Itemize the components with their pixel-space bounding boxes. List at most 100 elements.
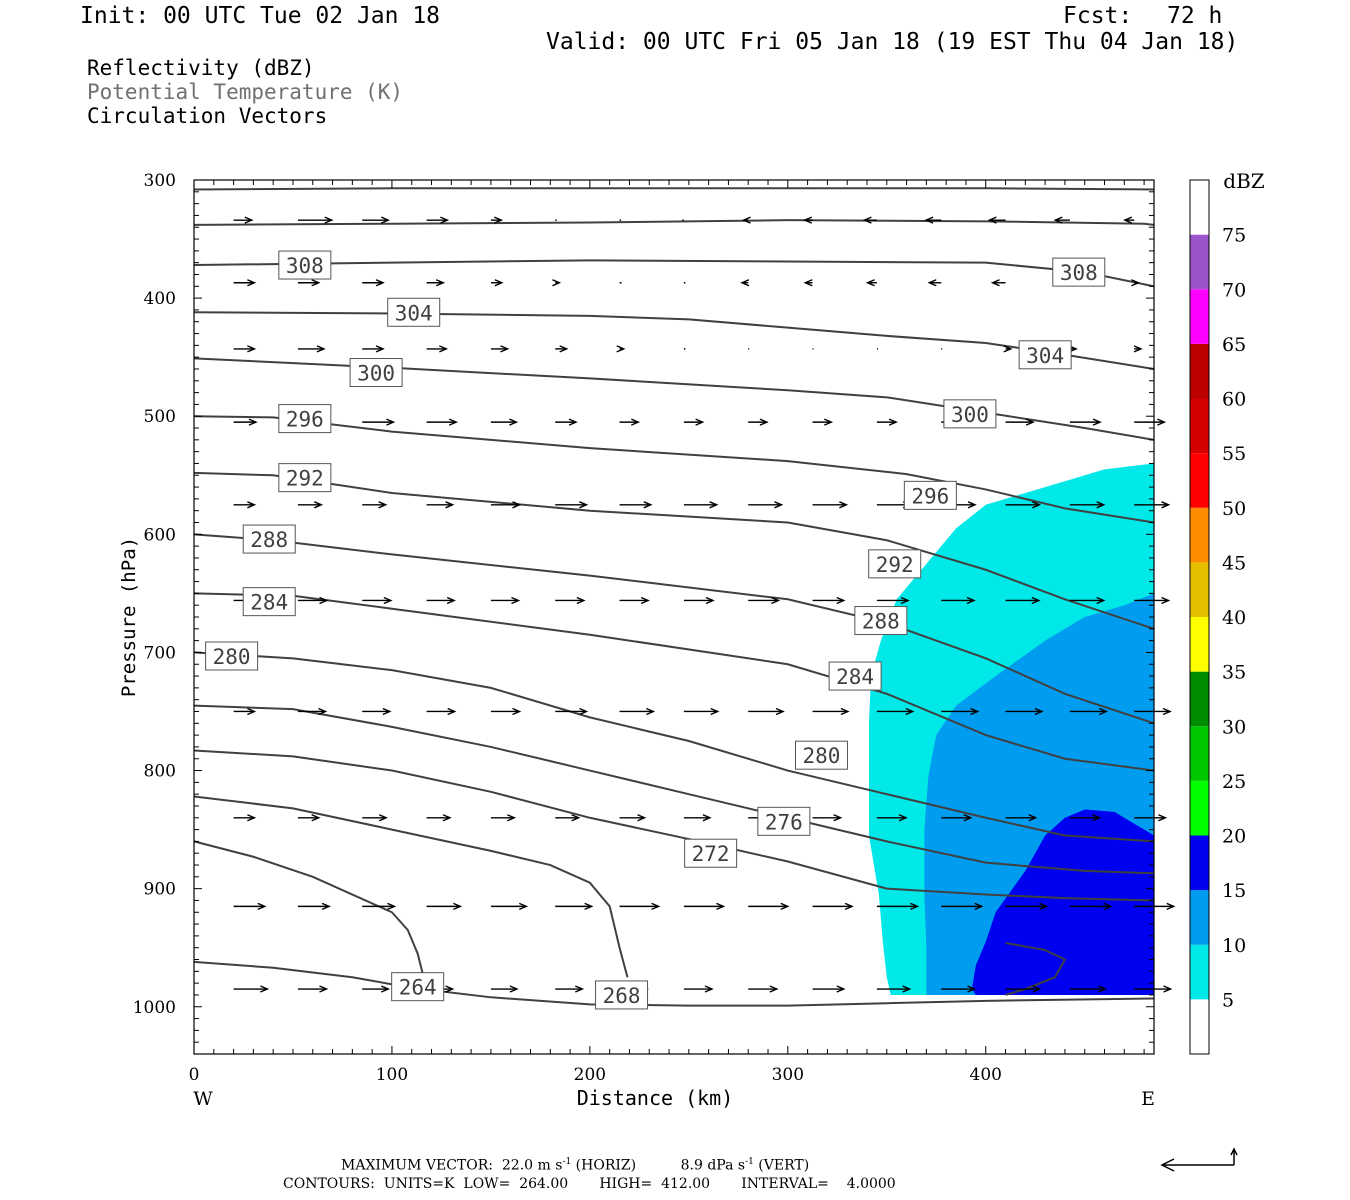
contour-label: 272: [684, 838, 738, 868]
colorbar-label: 65: [1222, 334, 1246, 356]
theta-contour-280: [193, 651, 1155, 843]
contour-label: 304: [1018, 340, 1072, 370]
contour-label-text: 300: [357, 362, 395, 386]
horiz-exponent: -1: [562, 1157, 572, 1167]
contour-label: 292: [278, 463, 332, 493]
colorbar-swatch: [1190, 507, 1209, 563]
y-tick-label: 1000: [133, 998, 176, 1018]
contours-info: CONTOURS: UNITS=K LOW= 264.00 HIGH= 412.…: [283, 1176, 896, 1192]
colorbar-label: 10: [1222, 935, 1246, 957]
colorbar-label: 40: [1222, 607, 1246, 629]
circulation-vector: [941, 902, 984, 911]
circulation-vector: [876, 814, 908, 822]
circulation-vector: [426, 216, 450, 224]
circulation-vector: [490, 985, 519, 993]
contour-label: 296: [278, 404, 332, 434]
circulation-vector: [927, 279, 942, 287]
circulation-vector: [297, 345, 326, 353]
circulation-vector: [1131, 279, 1141, 287]
circulation-vector: [426, 596, 456, 605]
circulation-vector: [1134, 501, 1171, 509]
circulation-vector: [362, 985, 391, 993]
circulation-vector: [748, 418, 769, 426]
contour-label-text: 268: [603, 984, 641, 1008]
contour-label-text: 288: [862, 610, 900, 634]
x-axis-title: Distance (km): [577, 1086, 734, 1110]
west-label: W: [193, 1088, 213, 1110]
max-vector-line: MAXIMUM VECTOR: 22.0 m s-1 (HORIZ) 8.9 d…: [341, 1158, 809, 1173]
circulation-vector: [297, 814, 321, 822]
circulation-vector: [1005, 707, 1044, 716]
contour-label-text: 304: [1026, 344, 1064, 368]
circulation-vector: [683, 707, 720, 716]
x-tick-label: 0: [189, 1065, 200, 1085]
colorbar-label: 70: [1222, 279, 1246, 301]
circulation-vector: [990, 279, 1006, 287]
vert-tag: (VERT): [758, 1157, 810, 1174]
contour-label-text: 300: [951, 403, 989, 427]
circulation-vector: [490, 418, 519, 426]
circulation-vector: [362, 902, 397, 911]
circulation-vector: [941, 814, 973, 822]
circulation-vector: [1005, 418, 1035, 426]
circulation-vector: [1005, 814, 1038, 822]
colorbar-swatch: [1190, 180, 1209, 235]
colorbar-label: 5: [1222, 989, 1234, 1011]
circulation-vector: [812, 418, 834, 426]
circulation-vector: [616, 345, 626, 353]
circulation-vector: [941, 707, 980, 716]
field-potential-temperature: Potential Temperature (K): [87, 80, 404, 104]
circulation-vector: [619, 501, 653, 509]
circulation-vector: [233, 418, 258, 426]
y-tick-label: 800: [144, 762, 176, 782]
circulation-vector: [619, 902, 661, 911]
circulation-vector: [555, 814, 581, 822]
contour-label-text: 308: [1060, 261, 1098, 285]
circulation-vector: [876, 707, 915, 716]
contour-label-text: 280: [213, 645, 251, 669]
colorbar-swatch: [1190, 726, 1209, 781]
colorbar-label: 35: [1222, 662, 1246, 684]
circulation-vector: [1134, 985, 1173, 993]
circulation-vector: [683, 902, 726, 911]
circulation-vector: [1069, 418, 1102, 426]
init-time: Init: 00 UTC Tue 02 Jan 18: [80, 3, 441, 29]
circulation-vector: [876, 902, 920, 911]
colorbar-label: 75: [1222, 225, 1246, 247]
circulation-vector: [1133, 345, 1143, 353]
reference-vector-icon: [1160, 1147, 1238, 1172]
east-label: E: [1141, 1088, 1155, 1110]
colorbar-swatch: [1190, 234, 1209, 290]
circulation-vector: [683, 596, 715, 605]
colorbar-swatch: [1190, 835, 1209, 891]
circulation-vector: [490, 216, 504, 224]
circulation-vector: [362, 814, 388, 822]
circulation-vector: [426, 902, 463, 911]
circulation-vector: [555, 707, 589, 716]
circulation-vector: [619, 814, 647, 822]
reflectivity-region-15dbz: [971, 809, 1154, 995]
circulation-vector: [552, 279, 562, 287]
contour-label: 276: [757, 806, 811, 836]
contour-label: 288: [854, 606, 908, 636]
contour-label-text: 276: [765, 810, 803, 834]
theta-contour-300: [193, 357, 1155, 441]
circulation-vector: [233, 501, 257, 509]
circulation-vector: [233, 985, 270, 993]
colorbar-label: 30: [1222, 716, 1246, 738]
circulation-vector: [1069, 707, 1109, 716]
circulation-vector: [803, 279, 813, 287]
colorbar-swatch: [1190, 398, 1209, 454]
contour-label: 296: [903, 480, 957, 510]
reflectivity-fill-layer: [868, 463, 1154, 995]
colorbar-swatch: [1190, 944, 1209, 1000]
y-tick-label: 500: [144, 407, 176, 427]
contour-label: 304: [387, 297, 441, 327]
circulation-vector: [1053, 216, 1070, 224]
circulation-vector: [233, 814, 257, 822]
vert-value: 8.9 dPa s: [680, 1157, 746, 1174]
circulation-vector: [233, 216, 254, 224]
circulation-vector: [490, 596, 521, 605]
contour-label: 308: [1052, 257, 1106, 287]
